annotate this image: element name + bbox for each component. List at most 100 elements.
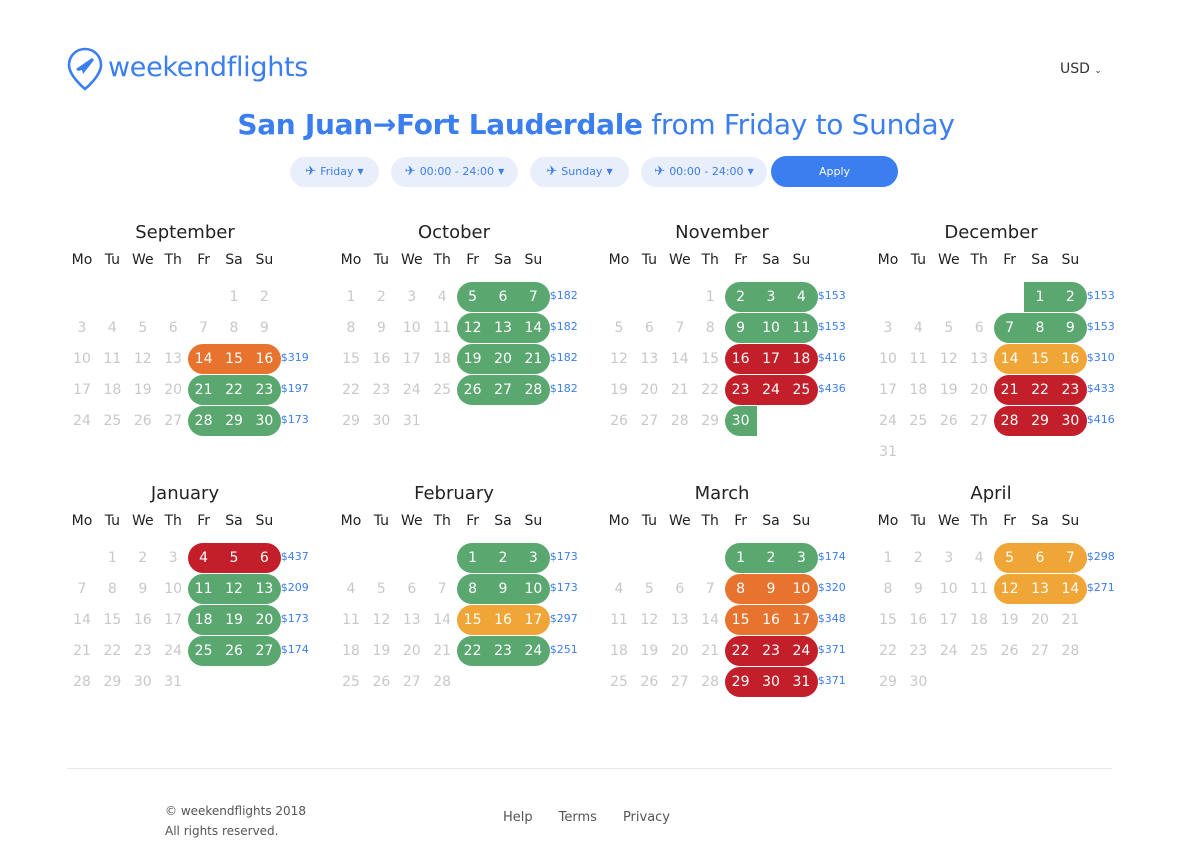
- calendar-day[interactable]: 23: [1061, 382, 1080, 398]
- weekend-price[interactable]: $320: [817, 581, 846, 594]
- calendar-day[interactable]: 7: [1065, 550, 1075, 566]
- weekend-option[interactable]: [724, 605, 818, 635]
- logo[interactable]: weekendflights: [67, 47, 308, 91]
- calendar-day[interactable]: 15: [731, 612, 750, 628]
- weekend-option[interactable]: [456, 282, 550, 312]
- calendar-day[interactable]: 25: [792, 382, 811, 398]
- calendar-day[interactable]: 2: [736, 289, 746, 305]
- weekend-option[interactable]: [724, 344, 818, 374]
- weekend-option[interactable]: [724, 667, 818, 697]
- calendar-day[interactable]: 3: [796, 550, 806, 566]
- calendar-day[interactable]: 2: [766, 550, 776, 566]
- calendar-day[interactable]: 22: [731, 643, 750, 659]
- calendar-day[interactable]: 28: [194, 413, 213, 429]
- depart-time-select[interactable]: ✈ 00:00 - 24:00 ▼: [391, 156, 518, 187]
- calendar-day[interactable]: 4: [796, 289, 806, 305]
- weekend-price[interactable]: $173: [549, 581, 578, 594]
- weekend-price[interactable]: $173: [280, 612, 309, 625]
- depart-day-select[interactable]: ✈ Friday ▼: [290, 156, 379, 187]
- calendar-day[interactable]: 24: [762, 382, 780, 398]
- weekend-option[interactable]: [724, 406, 757, 436]
- calendar-day[interactable]: 30: [731, 413, 750, 429]
- calendar-day[interactable]: 27: [494, 382, 512, 398]
- calendar-day[interactable]: 30: [762, 674, 780, 690]
- calendar-day[interactable]: 10: [792, 581, 811, 597]
- return-time-select[interactable]: ✈ 00:00 - 24:00 ▼: [641, 156, 767, 187]
- weekend-price[interactable]: $173: [549, 550, 578, 563]
- weekend-option[interactable]: [724, 375, 818, 405]
- calendar-day[interactable]: 2: [498, 550, 508, 566]
- calendar-day[interactable]: 28: [524, 382, 543, 398]
- calendar-day[interactable]: 15: [463, 612, 482, 628]
- weekend-price[interactable]: $310: [1086, 351, 1115, 364]
- weekend-option[interactable]: [724, 636, 818, 666]
- weekend-price[interactable]: $153: [817, 320, 846, 333]
- calendar-day[interactable]: 1: [1035, 289, 1045, 305]
- footer-link-help[interactable]: Help: [503, 810, 533, 825]
- weekend-option[interactable]: [1024, 282, 1087, 312]
- apply-button[interactable]: Apply: [771, 156, 898, 187]
- calendar-day[interactable]: 2: [1065, 289, 1075, 305]
- weekend-price[interactable]: $197: [280, 382, 309, 395]
- calendar-day[interactable]: 10: [524, 581, 543, 597]
- weekend-price[interactable]: $153: [1086, 320, 1115, 333]
- calendar-day[interactable]: 29: [731, 674, 750, 690]
- weekend-option[interactable]: [993, 406, 1087, 436]
- calendar-day[interactable]: 18: [792, 351, 811, 367]
- weekend-option[interactable]: [993, 574, 1087, 604]
- calendar-day[interactable]: 22: [225, 382, 243, 398]
- weekend-option[interactable]: [456, 344, 550, 374]
- calendar-day[interactable]: 17: [762, 351, 780, 367]
- calendar-day[interactable]: 23: [494, 643, 512, 659]
- calendar-day[interactable]: 14: [1061, 581, 1080, 597]
- calendar-day[interactable]: 14: [1000, 351, 1019, 367]
- weekend-price[interactable]: $182: [549, 289, 578, 302]
- calendar-day[interactable]: 13: [494, 320, 512, 336]
- calendar-day[interactable]: 19: [225, 612, 243, 628]
- weekend-price[interactable]: $174: [280, 643, 309, 656]
- calendar-day[interactable]: 21: [194, 382, 213, 398]
- weekend-option[interactable]: [724, 543, 818, 573]
- weekend-option[interactable]: [187, 574, 281, 604]
- footer-link-terms[interactable]: Terms: [558, 810, 597, 825]
- calendar-day[interactable]: 29: [225, 413, 243, 429]
- calendar-day[interactable]: 31: [792, 674, 811, 690]
- calendar-day[interactable]: 23: [762, 643, 780, 659]
- calendar-day[interactable]: 21: [1000, 382, 1019, 398]
- weekend-price[interactable]: $153: [817, 289, 846, 302]
- calendar-day[interactable]: 26: [463, 382, 482, 398]
- calendar-day[interactable]: 7: [528, 289, 538, 305]
- calendar-day[interactable]: 17: [792, 612, 811, 628]
- calendar-day[interactable]: 3: [528, 550, 538, 566]
- weekend-option[interactable]: [187, 605, 281, 635]
- weekend-price[interactable]: $371: [817, 643, 846, 656]
- weekend-option[interactable]: [456, 375, 550, 405]
- weekend-option[interactable]: [456, 313, 550, 343]
- weekend-price[interactable]: $182: [549, 382, 578, 395]
- weekend-option[interactable]: [993, 344, 1087, 374]
- weekend-option[interactable]: [187, 543, 281, 573]
- calendar-day[interactable]: 6: [498, 289, 508, 305]
- calendar-day[interactable]: 9: [498, 581, 508, 597]
- calendar-day[interactable]: 5: [1005, 550, 1015, 566]
- calendar-day[interactable]: 1: [468, 550, 478, 566]
- calendar-day[interactable]: 6: [1035, 550, 1045, 566]
- calendar-day[interactable]: 16: [1061, 351, 1080, 367]
- weekend-option[interactable]: [724, 574, 818, 604]
- weekend-option[interactable]: [724, 282, 818, 312]
- calendar-day[interactable]: 30: [255, 413, 274, 429]
- weekend-price[interactable]: $182: [549, 351, 578, 364]
- calendar-day[interactable]: 27: [255, 643, 274, 659]
- weekend-option[interactable]: [187, 344, 281, 374]
- calendar-day[interactable]: 14: [194, 351, 213, 367]
- calendar-day[interactable]: 15: [225, 351, 243, 367]
- calendar-day[interactable]: 16: [762, 612, 780, 628]
- weekend-option[interactable]: [187, 406, 281, 436]
- calendar-day[interactable]: 1: [736, 550, 746, 566]
- weekend-price[interactable]: $298: [1086, 550, 1115, 563]
- calendar-day[interactable]: 13: [1031, 581, 1049, 597]
- weekend-price[interactable]: $433: [1086, 382, 1115, 395]
- weekend-option[interactable]: [456, 574, 550, 604]
- calendar-day[interactable]: 8: [1035, 320, 1045, 336]
- weekend-option[interactable]: [187, 636, 281, 666]
